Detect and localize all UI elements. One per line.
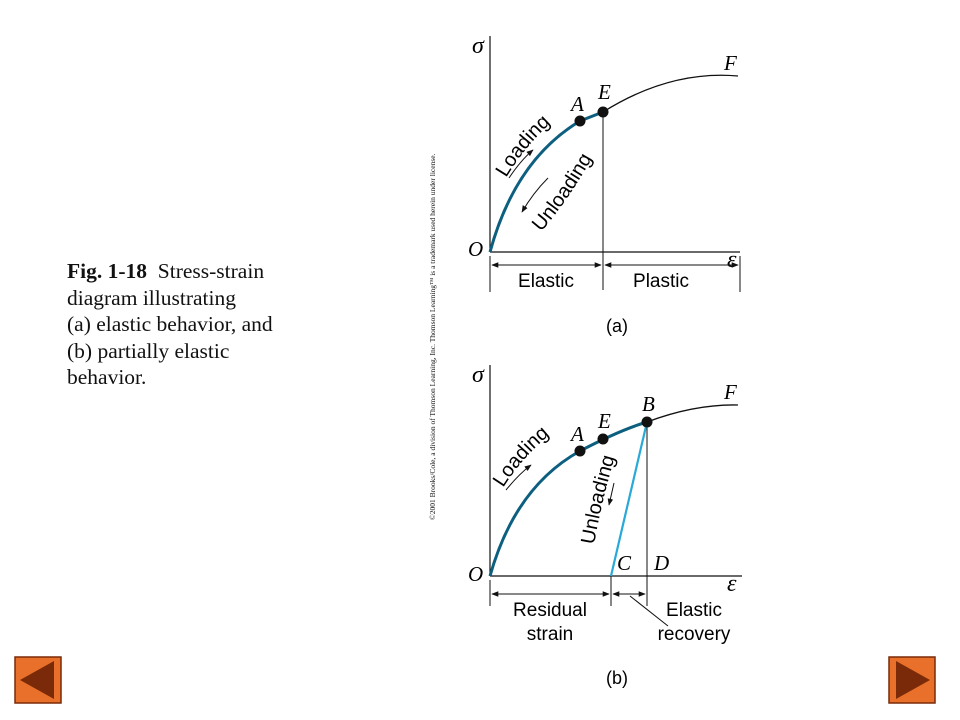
point-b-label: B — [642, 392, 655, 416]
point-a-dot-b — [574, 445, 586, 457]
point-f-label-a: F — [723, 51, 737, 75]
point-e-label-a: E — [597, 80, 611, 104]
diagram-b: σ ε O A E B F C D Loading Unloading Resi… — [468, 362, 742, 688]
caption-line-3: (a) elastic behavior, and — [67, 312, 273, 336]
elastic-region-label-a: Elastic — [518, 271, 574, 292]
point-f-label-b: F — [723, 380, 737, 404]
origin-label-b: O — [468, 562, 483, 586]
sigma-label-b: σ — [472, 362, 485, 388]
point-d-label: D — [653, 551, 669, 575]
sublabel-b: (b) — [606, 668, 628, 688]
plastic-curve-b — [646, 404, 739, 423]
loading-curve-a — [488, 110, 604, 253]
loading-label-a: Loading — [492, 111, 555, 181]
plastic-region-label-a: Plastic — [633, 271, 689, 292]
unloading-line-b — [609, 421, 649, 577]
sublabel-a: (a) — [606, 316, 628, 336]
diagram-a: σ ε O A E F Loading Unloading Elastic Pl… — [468, 33, 741, 336]
unloading-arrow-b — [607, 482, 615, 506]
point-e-dot-b — [597, 433, 609, 445]
point-e-dot — [597, 106, 609, 118]
unloading-label-b: Unloading — [577, 452, 619, 545]
loading-arrow-b — [505, 464, 532, 491]
caption-line-5: behavior. — [67, 365, 147, 389]
residual-label-2: strain — [527, 624, 573, 645]
unloading-label-a: Unloading — [528, 149, 597, 235]
origin-label-a: O — [468, 237, 483, 261]
epsilon-label-a: ε — [727, 247, 737, 273]
point-e-label-b: E — [597, 409, 611, 433]
plastic-curve-a — [602, 74, 739, 113]
point-c-label: C — [617, 551, 632, 575]
previous-slide-button[interactable] — [14, 656, 62, 704]
loading-curve-b — [488, 420, 648, 577]
caption-line-1: Stress-strain — [157, 259, 265, 283]
caption-line-4: (b) partially elastic — [67, 338, 230, 363]
figure-caption: Fig. 1-18 Stress-strain diagram illustra… — [67, 258, 337, 391]
point-a-dot — [574, 115, 586, 127]
residual-label-1: Residual — [513, 600, 587, 621]
figure-number: Fig. 1-18 — [67, 259, 148, 283]
point-a-label-b: A — [569, 422, 584, 446]
triangle-right-icon — [888, 656, 936, 704]
recovery-leader-line — [629, 595, 669, 627]
unloading-arrow-a — [521, 177, 549, 213]
point-b-dot — [641, 416, 653, 428]
point-a-label-a: A — [569, 92, 584, 116]
recovery-label-2: recovery — [658, 624, 731, 645]
next-slide-button[interactable] — [888, 656, 936, 704]
triangle-left-icon — [14, 656, 62, 704]
recovery-label-1: Elastic — [666, 600, 722, 621]
sigma-label-a: σ — [472, 33, 485, 59]
epsilon-label-b: ε — [727, 571, 737, 597]
caption-line-2: diagram illustrating — [67, 285, 236, 310]
loading-arrow-a — [508, 149, 534, 179]
